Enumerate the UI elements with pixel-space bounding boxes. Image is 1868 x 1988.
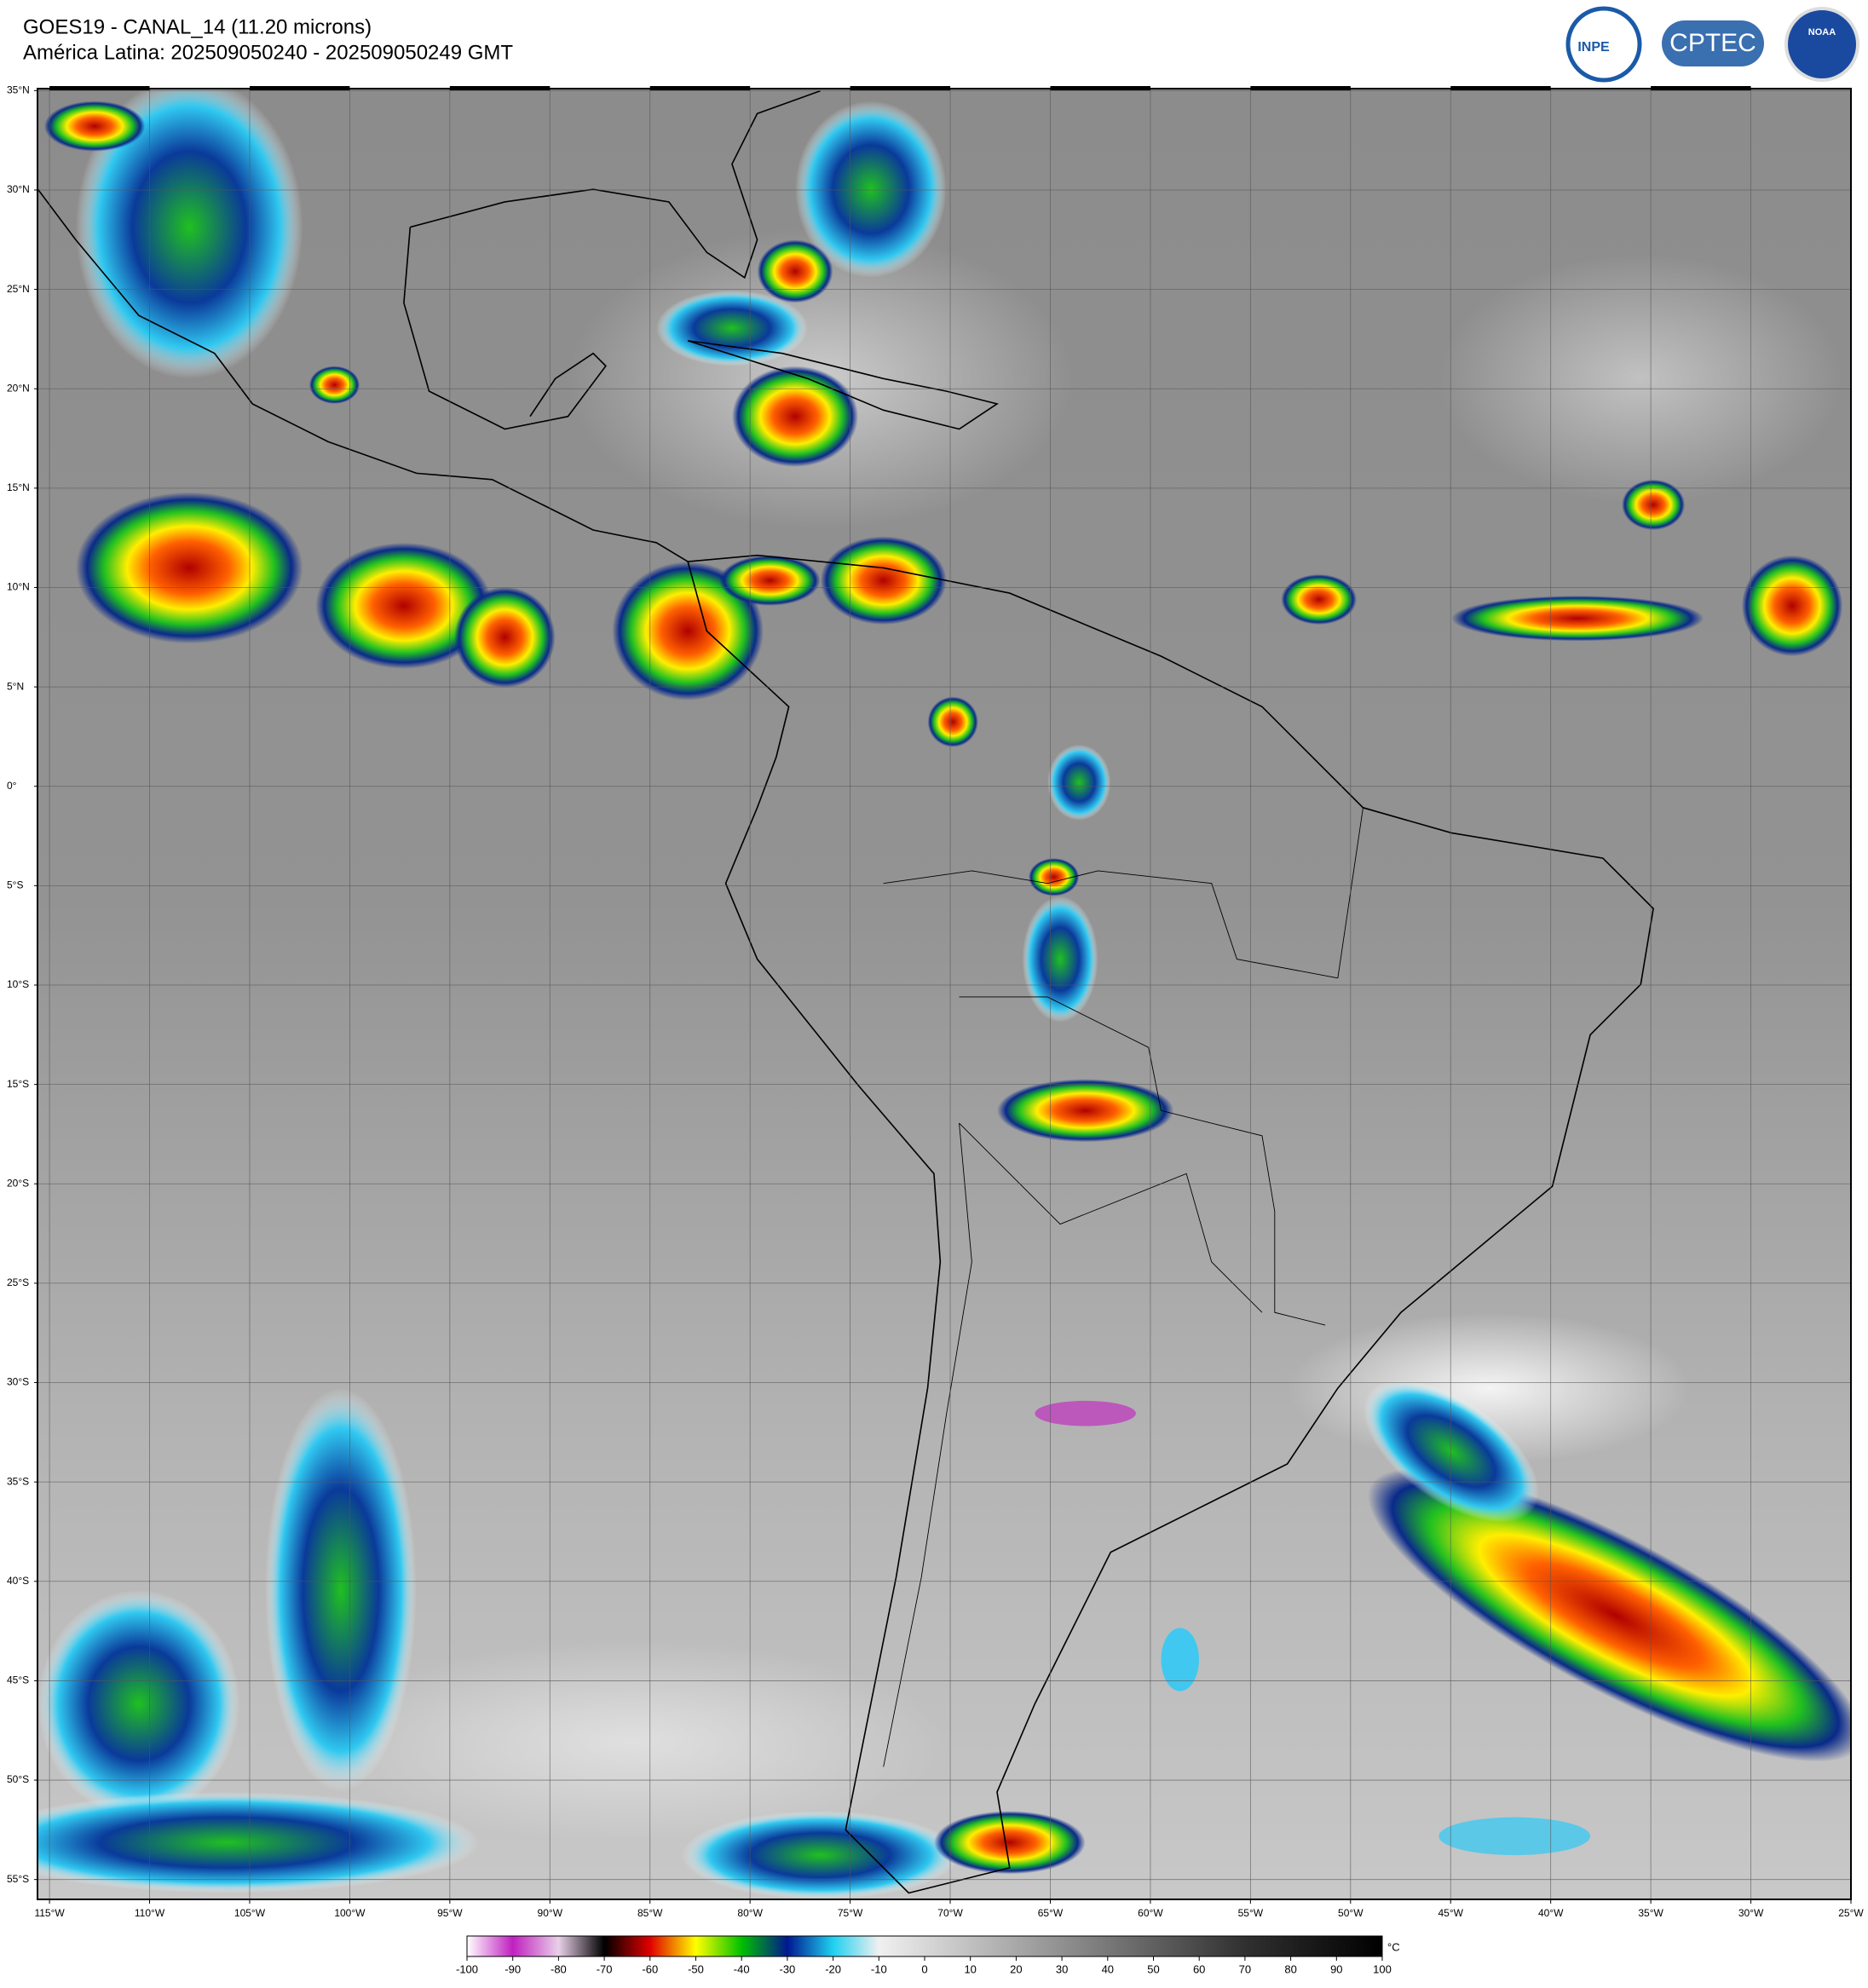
lat-tick-label: 35°N — [7, 84, 30, 96]
lon-tick-label: 110°W — [135, 1907, 165, 1919]
lon-tick-label: 105°W — [234, 1907, 266, 1919]
lon-tick-label: 70°W — [937, 1907, 963, 1919]
lon-tick-label: 85°W — [637, 1907, 663, 1919]
lat-tick-label: 25°N — [7, 283, 30, 295]
graticule — [37, 89, 1851, 1899]
colorbar-tick-label: -30 — [780, 1962, 796, 1975]
lat-tick-label: 10°N — [7, 581, 30, 593]
title: GOES19 - CANAL_14 (11.20 microns) — [23, 15, 372, 38]
colorbar-tick-label: -70 — [597, 1962, 613, 1975]
frame-stripe — [1050, 86, 1150, 90]
lat-tick-label: 5°S — [7, 879, 23, 891]
lat-tick-label: 0° — [7, 780, 17, 792]
lon-tick-label: 65°W — [1038, 1907, 1064, 1919]
map — [37, 89, 1851, 1899]
frame-stripe — [449, 86, 551, 90]
lat-tick-label: 15°S — [7, 1078, 29, 1090]
lat-tick-label: 45°S — [7, 1674, 29, 1686]
frame-stripe — [49, 86, 150, 90]
lon-tick-label: 25°W — [1838, 1907, 1864, 1919]
lon-tick-label: 40°W — [1538, 1907, 1564, 1919]
lon-tick-label: 35°W — [1638, 1907, 1663, 1919]
inpe-logo — [1565, 6, 1642, 83]
lat-tick-label: 55°S — [7, 1873, 29, 1885]
frame-stripe — [1651, 86, 1751, 90]
colorbar-tick-label: 0 — [921, 1962, 927, 1975]
subtitle: América Latina: 202509050240 - 202509050… — [23, 41, 513, 64]
lat-tick-label: 15°N — [7, 481, 30, 493]
colorbar-tick-label: -60 — [642, 1962, 658, 1975]
colorbar-tick-label: -50 — [688, 1962, 704, 1975]
frame-stripe — [1250, 86, 1351, 90]
cptec-logo — [1662, 20, 1764, 66]
borders — [883, 807, 1364, 1767]
clouds — [37, 89, 1851, 1899]
colorbar-tick-label: 100 — [1373, 1962, 1392, 1975]
colorbar-tick-label: 80 — [1284, 1962, 1296, 1975]
frame-stripe — [850, 86, 951, 90]
lon-tick-label: 55°W — [1238, 1907, 1264, 1919]
colorbar-tick-label: -20 — [825, 1962, 841, 1975]
colorbar: -100 -90 -80 -70 -60 -50 -40 -30 -20 -10 0 10 20 30 40… — [456, 1935, 1400, 1975]
lon-tick-label: 95°W — [437, 1907, 463, 1919]
lat-tick-label: 50°S — [7, 1773, 29, 1785]
lon-tick-label: 80°W — [737, 1907, 763, 1919]
colorbar-tick-label: 40 — [1102, 1962, 1114, 1975]
colorbar-tick-label: 70 — [1239, 1962, 1251, 1975]
colorbar-tick-label: 30 — [1056, 1962, 1068, 1975]
lat-tick-label: 10°S — [7, 978, 29, 990]
colorbar-tick-label: -100 — [456, 1962, 478, 1975]
lat-tick-label: 25°S — [7, 1276, 29, 1288]
tick-labels: 35°N 30°N 25°N 20°N 15°N 10°N 5°N 0° 5°S 10°S 15°S… — [7, 84, 1864, 1920]
lat-tick-label: 5°N — [7, 680, 24, 692]
frame-stripe — [249, 86, 350, 90]
colorbar-tick-label: -40 — [734, 1962, 750, 1975]
colorbar-tick-label: -80 — [551, 1962, 567, 1975]
lon-tick-label: 75°W — [838, 1907, 863, 1919]
frame-stripe — [1450, 86, 1551, 90]
lat-tick-label: 40°S — [7, 1575, 29, 1587]
cptec-text: CPTEC — [1669, 29, 1756, 57]
lat-tick-label: 20°S — [7, 1177, 29, 1189]
lat-tick-label: 20°N — [7, 382, 30, 394]
lat-tick-label: 30°N — [7, 183, 30, 195]
noaa-text: NOAA — [1808, 27, 1836, 37]
lon-tick-label: 30°W — [1738, 1907, 1764, 1919]
lon-tick-label: 45°W — [1438, 1907, 1464, 1919]
lat-tick-label: 30°S — [7, 1376, 29, 1388]
colorbar-tick-label: 50 — [1147, 1962, 1159, 1975]
lon-tick-label: 90°W — [538, 1907, 563, 1919]
frame-stripe — [649, 86, 751, 90]
colorbar-unit: °C — [1387, 1940, 1400, 1953]
colorbar-scale — [466, 1935, 1383, 1957]
colorbar-tick-label: -90 — [504, 1962, 521, 1975]
colorbar-tick-label: 60 — [1193, 1962, 1205, 1975]
colorbar-tick-label: 90 — [1330, 1962, 1342, 1975]
colorbar-tick-label: -10 — [871, 1962, 887, 1975]
lon-tick-label: 100°W — [334, 1907, 366, 1919]
lon-tick-label: 60°W — [1138, 1907, 1163, 1919]
lon-tick-label: 115°W — [34, 1907, 65, 1919]
coastlines — [37, 89, 1654, 1894]
logos: INPE CPTEC NOAA — [1565, 6, 1859, 83]
lon-tick-label: 50°W — [1338, 1907, 1364, 1919]
colorbar-tick-label: 10 — [964, 1962, 976, 1975]
colorbar-tick-label: 20 — [1010, 1962, 1022, 1975]
inpe-text: INPE — [1577, 40, 1610, 55]
lat-tick-label: 35°S — [7, 1475, 29, 1487]
noaa-logo — [1784, 7, 1859, 82]
